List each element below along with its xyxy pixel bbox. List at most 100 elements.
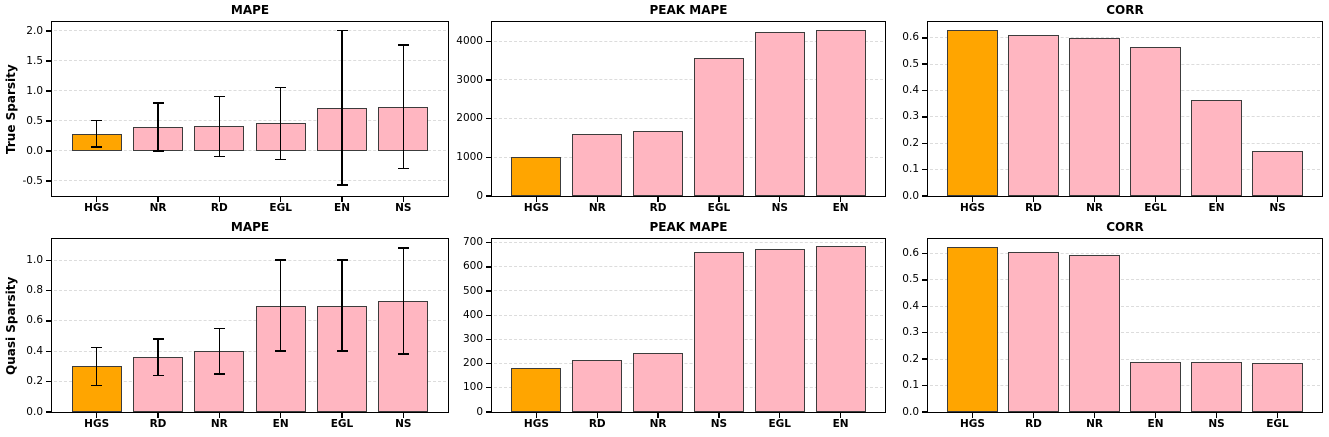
gridline xyxy=(494,242,883,244)
bar-en xyxy=(815,245,866,412)
y-tick-label: 0.4 xyxy=(902,84,919,97)
gridline xyxy=(494,290,883,292)
y-tick-label: 0.2 xyxy=(902,136,919,149)
x-tick-label-rd: RD xyxy=(588,418,606,430)
bar-en xyxy=(815,30,866,196)
error-bar-cap xyxy=(336,184,348,187)
bar-rd xyxy=(1008,252,1059,412)
y-tick-label: 3000 xyxy=(456,73,483,86)
y-tick-mark xyxy=(46,259,51,261)
x-tick-mark xyxy=(779,197,781,202)
x-tick-mark xyxy=(402,413,405,418)
error-bar-ns xyxy=(402,248,405,355)
x-tick-label-egl: EGL xyxy=(1144,202,1167,214)
error-bar-cap xyxy=(397,247,409,249)
gridline xyxy=(930,89,1320,91)
bar-egl xyxy=(693,57,744,196)
x-tick-mark xyxy=(839,197,842,202)
y-tick-mark xyxy=(46,90,51,92)
bar-en xyxy=(1130,361,1181,412)
gridline xyxy=(930,37,1320,39)
y-tick-label: 2.0 xyxy=(26,24,43,37)
x-tick-label-en: EN xyxy=(832,418,849,430)
y-tick-label: 0 xyxy=(476,189,483,202)
x-tick-label-ns: NS xyxy=(771,202,788,214)
x-tick-mark xyxy=(535,413,538,418)
y-tick-label: 0.3 xyxy=(902,110,919,123)
y-tick-label: 0.0 xyxy=(26,144,43,157)
y-tick-label: 100 xyxy=(462,381,483,394)
y-tick-label: 0.2 xyxy=(26,375,43,388)
bar-en xyxy=(1191,100,1242,196)
x-tick-label-nr: NR xyxy=(149,202,167,214)
y-tick-mark xyxy=(46,411,51,413)
x-tick-label-hgs: HGS xyxy=(523,418,549,430)
x-tick-mark xyxy=(279,197,282,202)
error-bar-cap xyxy=(213,327,225,330)
y-tick-mark xyxy=(486,411,491,413)
error-bar-cap xyxy=(336,259,348,262)
x-tick-mark xyxy=(1276,197,1279,202)
y-tick-label: 2000 xyxy=(456,112,483,125)
gridline xyxy=(494,40,883,42)
x-tick-label-en: EN xyxy=(1208,202,1225,214)
y-tick-label: 1000 xyxy=(456,150,483,163)
x-tick-label-ns: NS xyxy=(1208,418,1225,430)
y-tick-label: 0.0 xyxy=(902,405,919,418)
y-tick-mark xyxy=(922,168,927,171)
x-tick-mark xyxy=(535,197,538,202)
x-tick-mark xyxy=(1093,197,1096,202)
error-bar-nr xyxy=(157,103,159,151)
gridline xyxy=(494,156,883,158)
bar-egl xyxy=(1252,362,1303,412)
y-tick-label: 0.6 xyxy=(902,247,919,260)
error-bar-nr xyxy=(218,328,221,375)
y-tick-label: 700 xyxy=(462,236,483,249)
y-tick-label: 600 xyxy=(462,260,483,273)
bar-rd xyxy=(132,357,184,412)
gridline xyxy=(930,384,1320,386)
error-bar-cap xyxy=(213,373,225,375)
error-bar-cap xyxy=(275,259,287,262)
y-tick-label: 0.3 xyxy=(902,326,919,339)
gridline xyxy=(930,279,1320,281)
x-tick-mark xyxy=(718,197,720,202)
x-tick-label-egl: EGL xyxy=(269,202,292,214)
gridline xyxy=(54,150,446,152)
y-tick-mark xyxy=(922,142,927,144)
gridline xyxy=(54,90,446,92)
error-bar-cap xyxy=(397,353,409,356)
error-bar-cap xyxy=(91,145,103,148)
x-tick-mark xyxy=(971,197,974,202)
bar-rd xyxy=(572,359,623,412)
x-tick-mark xyxy=(218,413,221,418)
x-tick-mark xyxy=(95,413,98,418)
x-tick-label-rd: RD xyxy=(649,202,667,214)
error-bar-cap xyxy=(397,167,409,170)
gridline xyxy=(54,350,446,352)
y-tick-label: 4000 xyxy=(456,34,483,47)
error-bar-cap xyxy=(275,158,287,161)
x-tick-label-hgs: HGS xyxy=(960,202,985,214)
y-tick-mark xyxy=(486,241,491,244)
error-bar-cap xyxy=(213,155,225,158)
gridline xyxy=(54,120,446,122)
bar-nr xyxy=(1069,37,1120,196)
x-tick-mark xyxy=(279,413,282,418)
y-tick-label: 300 xyxy=(462,332,483,345)
y-tick-label: 1.0 xyxy=(26,84,43,97)
y-tick-mark xyxy=(922,384,927,387)
error-bar-cap xyxy=(336,350,348,353)
x-tick-label-ns: NS xyxy=(710,418,728,430)
x-tick-label-rd: RD xyxy=(210,202,228,214)
error-bar-cap xyxy=(152,374,164,377)
x-tick-mark xyxy=(1215,413,1218,418)
error-bar-cap xyxy=(336,29,348,32)
gridline xyxy=(494,266,883,268)
gridline xyxy=(494,79,883,81)
y-axis-label: Quasi Sparsity xyxy=(4,276,18,375)
gridline xyxy=(930,332,1320,334)
y-tick-mark xyxy=(922,116,927,118)
y-tick-label: 0.6 xyxy=(902,31,919,44)
